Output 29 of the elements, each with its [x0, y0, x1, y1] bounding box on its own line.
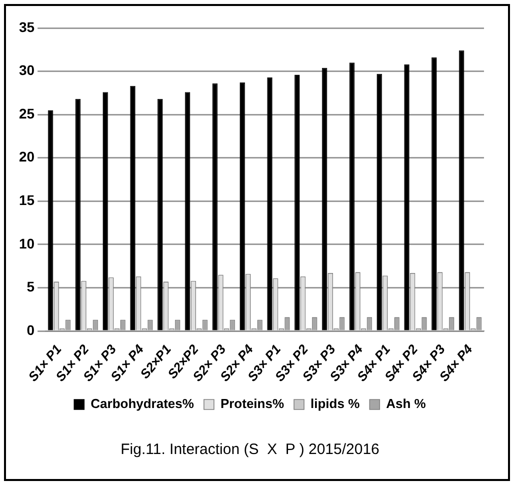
bar — [130, 86, 136, 330]
bar — [294, 74, 300, 330]
y-tick-label: 10 — [18, 235, 35, 252]
y-tick-label: 20 — [18, 148, 35, 165]
bar — [48, 110, 54, 330]
y-tick-label: 25 — [18, 105, 35, 122]
y-tick-label: 5 — [26, 278, 35, 295]
bar — [212, 83, 218, 330]
text: Fig.11. Interaction (S X P ) 2015/2016 — [120, 441, 380, 458]
legend-label: Carbohydrates% — [90, 396, 194, 412]
bar — [75, 98, 81, 330]
bar — [458, 50, 464, 330]
bar — [376, 74, 382, 330]
bar — [404, 64, 410, 330]
bar — [184, 92, 190, 330]
bar — [267, 77, 272, 330]
bar — [322, 68, 328, 330]
bar — [432, 57, 437, 330]
bar — [158, 98, 163, 330]
y-tick-label: 30 — [18, 62, 35, 78]
y-tick-label: 0 — [26, 322, 35, 338]
bar — [102, 92, 108, 330]
bar — [349, 62, 355, 330]
bar — [240, 82, 245, 330]
legend-label: lipids % — [310, 396, 360, 412]
y-tick-label: 35 — [18, 18, 35, 35]
legend-label: Ash % — [386, 396, 426, 412]
y-tick-label: 15 — [18, 192, 35, 208]
legend-label: Proteins% — [220, 396, 284, 412]
